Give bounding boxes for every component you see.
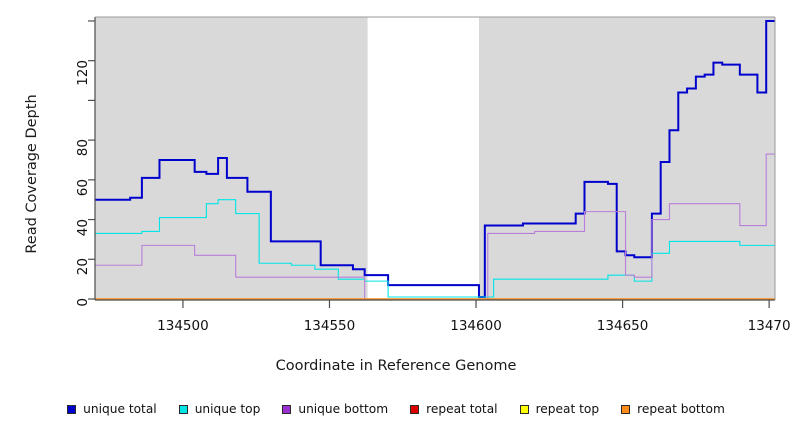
x-tick-label-134700: 13470: [747, 318, 791, 334]
legend-item-unique-top[interactable]: unique top: [178, 402, 261, 416]
legend-item-repeat-total[interactable]: repeat total: [410, 402, 498, 416]
legend-label: unique bottom: [298, 402, 389, 416]
chart-legend: unique total unique top unique bottom repea…: [0, 398, 792, 420]
series-line-unique-bottom: [95, 153, 775, 300]
legend-swatch-icon: [621, 404, 631, 414]
x-tick-label-134500: 134500: [157, 318, 209, 334]
legend-label: repeat top: [535, 402, 600, 416]
x-tick-label-134650: 134650: [596, 318, 649, 334]
legend-item-unique-bottom[interactable]: unique bottom: [282, 402, 388, 416]
shaded-region-group: [95, 17, 775, 299]
legend-item-repeat-bottom[interactable]: repeat bottom: [621, 402, 725, 416]
legend-label: unique top: [194, 402, 261, 416]
legend-swatch-icon: [519, 404, 529, 414]
shaded-region-0: [95, 17, 368, 299]
legend-label: repeat total: [426, 402, 498, 416]
y-axis-title: Read Coverage Depth: [24, 94, 40, 254]
legend-swatch-icon: [282, 404, 292, 414]
legend-label: repeat bottom: [637, 402, 725, 416]
y-tick-label-120: 120: [75, 59, 91, 86]
x-axis-title: Coordinate in Reference Genome: [275, 358, 517, 374]
series-line-unique-top: [95, 199, 775, 298]
legend-item-repeat-top[interactable]: repeat top: [519, 402, 600, 416]
legend-swatch-icon: [67, 404, 77, 414]
legend-label: unique total: [83, 402, 157, 416]
series-group: [95, 19, 775, 300]
x-tick-label-134600: 134600: [450, 318, 502, 334]
shaded-region-1: [478, 17, 775, 299]
legend-swatch-icon: [178, 404, 188, 414]
axes-group: [88, 16, 776, 308]
x-tick-label-134550: 134550: [303, 318, 356, 334]
y-tick-label-80: 80: [75, 139, 91, 157]
series-line-unique-total: [95, 19, 775, 299]
legend-item-unique-total[interactable]: unique total: [67, 402, 157, 416]
legend-swatch-icon: [410, 404, 420, 414]
